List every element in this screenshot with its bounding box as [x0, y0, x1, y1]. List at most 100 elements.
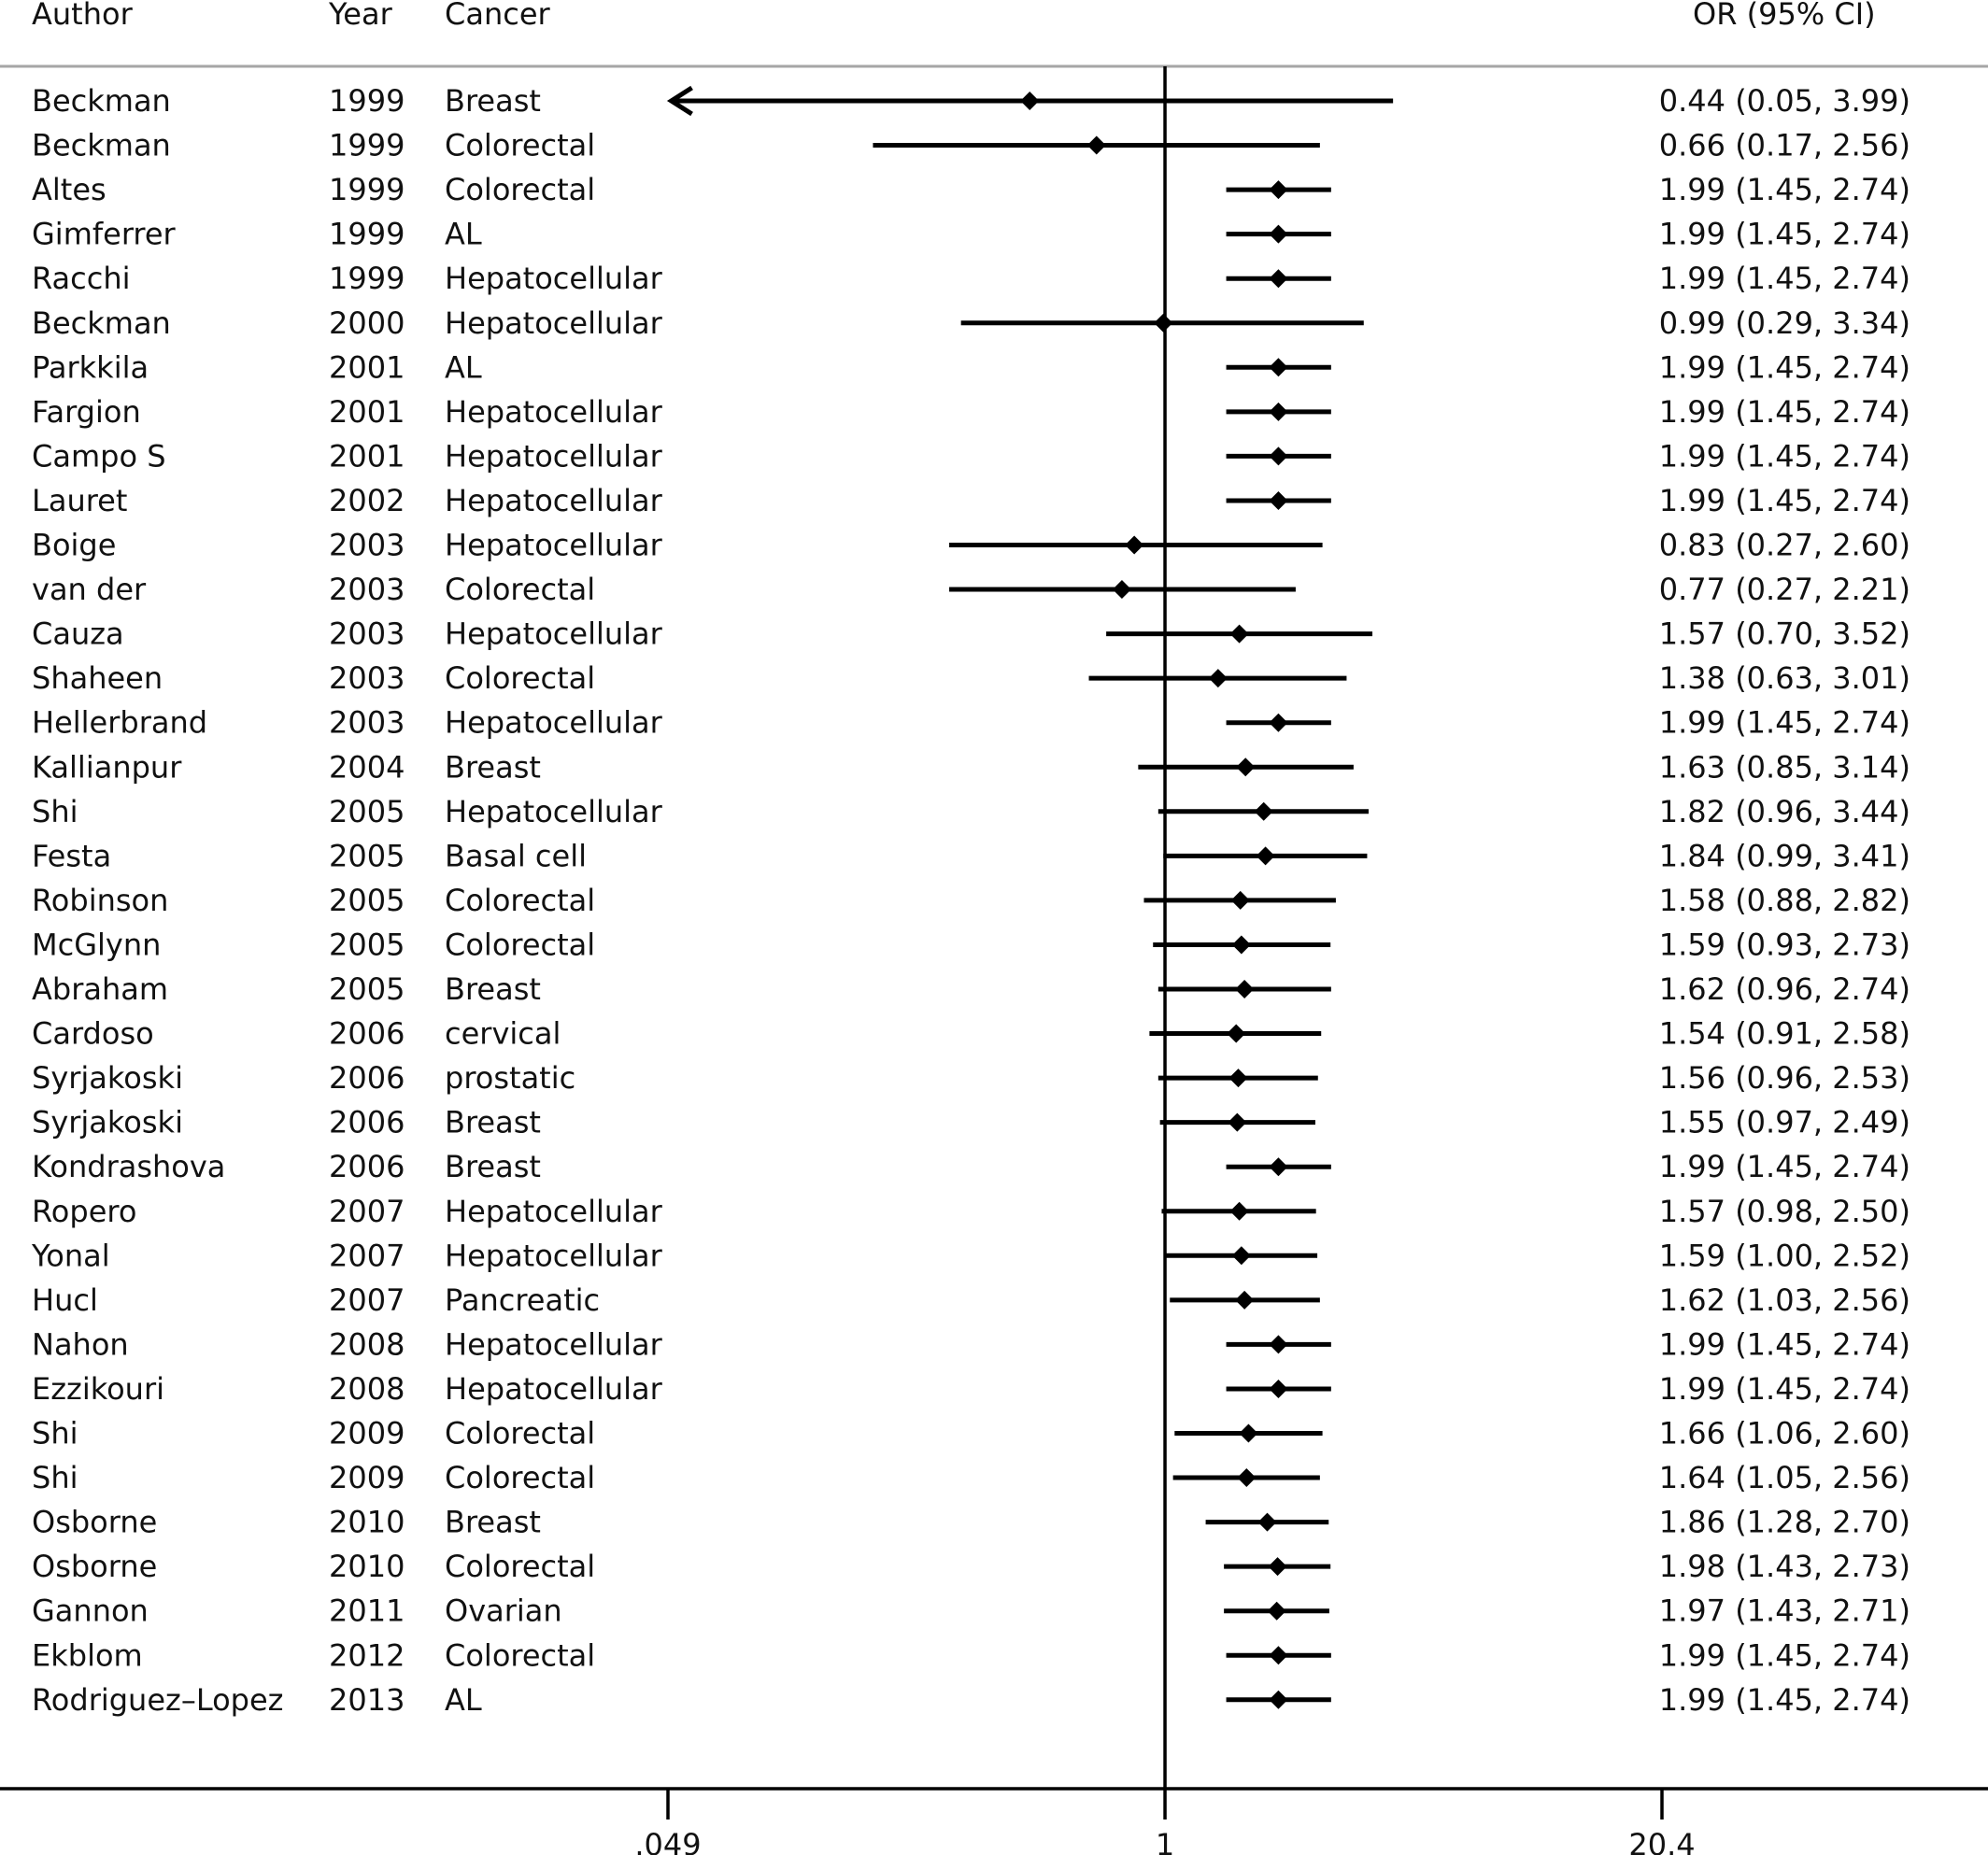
point-estimate-marker: [1267, 1601, 1286, 1621]
year-label: 2007: [329, 1282, 405, 1318]
study-row: Racchi 1999 Hepatocellular 1.99 (1.45, 2.74…: [32, 261, 1910, 296]
or-ci-label: 1.82 (0.96, 3.44): [1659, 794, 1910, 829]
or-ci-label: 1.59 (0.93, 2.73): [1659, 927, 1910, 962]
cancer-label: Hepatocellular: [445, 1194, 663, 1229]
point-estimate-marker: [1269, 1335, 1288, 1354]
year-label: 2009: [329, 1460, 405, 1495]
author-label: Yonal: [31, 1238, 110, 1273]
year-label: 2003: [329, 660, 405, 696]
year-label: 2010: [329, 1505, 405, 1540]
point-estimate-marker: [1237, 1468, 1257, 1488]
author-label: Abraham: [32, 971, 168, 1007]
cancer-label: Colorectal: [445, 128, 595, 163]
author-label: Beckman: [32, 83, 171, 119]
point-estimate-marker: [1269, 1690, 1288, 1709]
or-ci-label: 1.99 (1.45, 2.74): [1659, 1371, 1910, 1407]
study-row: Beckman 2000 Hepatocellular 0.99 (0.29, 3.3…: [32, 305, 1910, 341]
point-estimate-marker: [1269, 180, 1288, 200]
cancer-label: Colorectal: [445, 927, 595, 962]
study-row: Beckman 1999 Breast 0.44 (0.05, 3.99): [32, 83, 1910, 119]
study-row: Shaheen 2003 Colorectal 1.38 (0.63, 3.01): [32, 660, 1910, 696]
year-label: 2011: [329, 1593, 405, 1629]
study-rows: Beckman 1999 Breast 0.44 (0.05, 3.99)Beckma…: [31, 83, 1910, 1718]
study-row: Kallianpur 2004 Breast 1.63 (0.85, 3.14): [32, 749, 1910, 785]
author-label: Ropero: [32, 1194, 136, 1229]
point-estimate-marker: [1269, 358, 1288, 377]
cancer-label: Hepatocellular: [445, 1326, 663, 1362]
author-label: Fargion: [32, 394, 141, 430]
or-ci-label: 1.99 (1.45, 2.74): [1659, 394, 1910, 430]
header-author: Author: [32, 0, 134, 32]
cancer-label: Breast: [445, 83, 541, 119]
point-estimate-marker: [1228, 1069, 1248, 1088]
or-ci-label: 0.66 (0.17, 2.56): [1659, 128, 1910, 163]
study-row: Ropero 2007 Hepatocellular 1.57 (0.98, 2.50…: [32, 1194, 1910, 1229]
or-ci-label: 1.57 (0.98, 2.50): [1659, 1194, 1910, 1229]
author-label: Osborne: [32, 1505, 157, 1540]
author-label: Campo S: [32, 438, 166, 474]
study-row: Syrjakoski 2006 Breast 1.55 (0.97, 2.49): [32, 1105, 1910, 1140]
or-ci-label: 1.99 (1.45, 2.74): [1659, 349, 1910, 385]
author-label: Boige: [32, 528, 116, 563]
or-ci-label: 1.99 (1.45, 2.74): [1659, 483, 1910, 518]
or-ci-label: 1.86 (1.28, 2.70): [1659, 1505, 1910, 1540]
cancer-label: Breast: [445, 971, 541, 1007]
study-row: Ezzikouri 2008 Hepatocellular 1.99 (1.45, 2…: [32, 1371, 1910, 1407]
cancer-label: AL: [445, 349, 482, 385]
cancer-label: Breast: [445, 1105, 541, 1140]
or-ci-label: 1.38 (0.63, 3.01): [1659, 660, 1910, 696]
cancer-label: Hepatocellular: [445, 1371, 663, 1407]
study-row: Shi 2009 Colorectal 1.66 (1.06, 2.60): [32, 1416, 1910, 1451]
cancer-label: Hepatocellular: [445, 438, 663, 474]
study-row: McGlynn 2005 Colorectal 1.59 (0.93, 2.73): [32, 927, 1910, 962]
author-label: Robinson: [32, 883, 168, 918]
study-row: Robinson 2005 Colorectal 1.58 (0.88, 2.82): [32, 883, 1910, 918]
study-row: Hellerbrand 2003 Hepatocellular 1.99 (1.45,…: [32, 705, 1910, 741]
cancer-label: AL: [445, 217, 482, 252]
study-row: Fargion 2001 Hepatocellular 1.99 (1.45, 2.7…: [32, 394, 1910, 430]
study-row: Shi 2005 Hepatocellular 1.82 (0.96, 3.44): [32, 794, 1910, 829]
cancer-label: Hepatocellular: [445, 528, 663, 563]
cancer-label: prostatic: [445, 1060, 575, 1096]
point-estimate-marker: [1269, 402, 1288, 421]
or-ci-label: 1.99 (1.45, 2.74): [1659, 217, 1910, 252]
cancer-label: Colorectal: [445, 572, 595, 607]
or-ci-label: 0.77 (0.27, 2.21): [1659, 572, 1910, 607]
or-ci-label: 1.55 (0.97, 2.49): [1659, 1105, 1910, 1140]
cancer-label: Hepatocellular: [445, 394, 663, 430]
cancer-label: Hepatocellular: [445, 705, 663, 741]
or-ci-label: 1.63 (0.85, 3.14): [1659, 749, 1910, 785]
year-label: 2009: [329, 1416, 405, 1451]
year-label: 2010: [329, 1549, 405, 1584]
year-label: 2008: [329, 1371, 405, 1407]
point-estimate-marker: [1235, 980, 1255, 998]
author-label: Parkkila: [32, 349, 149, 385]
year-label: 2006: [329, 1105, 405, 1140]
cancer-label: Ovarian: [445, 1593, 562, 1629]
or-ci-label: 1.66 (1.06, 2.60): [1659, 1416, 1910, 1451]
point-estimate-marker: [1236, 758, 1256, 777]
point-estimate-marker: [1256, 846, 1275, 866]
point-estimate-marker: [1269, 1157, 1288, 1177]
study-row: Nahon 2008 Hepatocellular 1.99 (1.45, 2.74): [32, 1326, 1910, 1362]
cancer-label: Breast: [445, 749, 541, 785]
author-label: Rodriguez–Lopez: [32, 1682, 283, 1718]
author-label: Beckman: [32, 305, 171, 341]
x-axis-ticks: .049 1 20.4: [634, 1789, 1696, 1855]
cancer-label: Basal cell: [445, 838, 587, 873]
year-label: 2005: [329, 971, 405, 1007]
study-row: Osborne 2010 Breast 1.86 (1.28, 2.70): [32, 1505, 1910, 1540]
point-estimate-marker: [1229, 624, 1249, 644]
or-ci-label: 1.62 (1.03, 2.56): [1659, 1282, 1910, 1318]
year-label: 1999: [329, 83, 405, 119]
study-row: Kondrashova 2006 Breast 1.99 (1.45, 2.74): [32, 1149, 1910, 1184]
cancer-label: Colorectal: [445, 1637, 595, 1673]
point-estimate-marker: [1086, 135, 1106, 155]
year-label: 2004: [329, 749, 405, 785]
or-ci-label: 1.62 (0.96, 2.74): [1659, 971, 1910, 1007]
year-label: 2003: [329, 528, 405, 563]
or-ci-label: 1.98 (1.43, 2.73): [1659, 1549, 1910, 1584]
author-label: Altes: [32, 172, 106, 207]
point-estimate-marker: [1208, 669, 1228, 688]
